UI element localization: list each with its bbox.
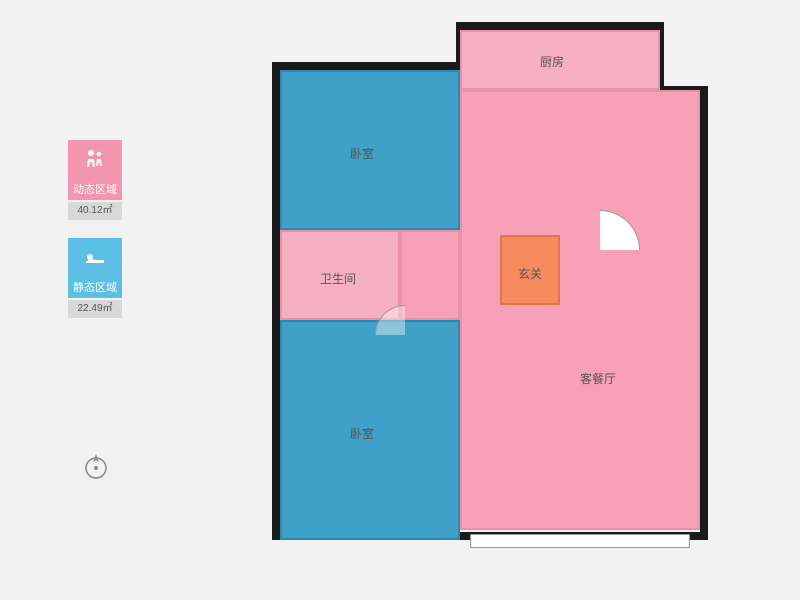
compass-icon [80, 450, 112, 482]
legend-static-label: 静态区域 [68, 278, 122, 298]
room-living [460, 90, 700, 530]
legend-dynamic-value: 40.12㎡ [68, 202, 122, 220]
wall-top-left [272, 62, 464, 70]
room-bedroom-bottom [280, 320, 460, 540]
people-icon [82, 147, 108, 173]
legend-panel: 动态区域 40.12㎡ 静态区域 22.49㎡ [60, 140, 130, 336]
legend-dynamic-label: 动态区域 [68, 180, 122, 200]
sleep-icon [82, 248, 108, 268]
room-kitchen [460, 30, 660, 90]
room-gap [400, 230, 460, 320]
balcony-strip [470, 534, 690, 548]
wall-top-kitchen [456, 22, 664, 30]
room-bathroom [280, 230, 400, 320]
legend-dynamic: 动态区域 40.12㎡ [60, 140, 130, 220]
legend-static-value: 22.49㎡ [68, 300, 122, 318]
legend-static-icon [68, 238, 122, 278]
legend-dynamic-icon [68, 140, 122, 180]
room-bedroom-top [280, 70, 460, 230]
floorplan: 厨房 客餐厅 卧室 卫生间 玄关 卧室 [280, 30, 700, 570]
room-entrance [500, 235, 560, 305]
wall-left [272, 62, 280, 540]
legend-static: 静态区域 22.49㎡ [60, 238, 130, 318]
wall-right-lower [700, 90, 708, 540]
